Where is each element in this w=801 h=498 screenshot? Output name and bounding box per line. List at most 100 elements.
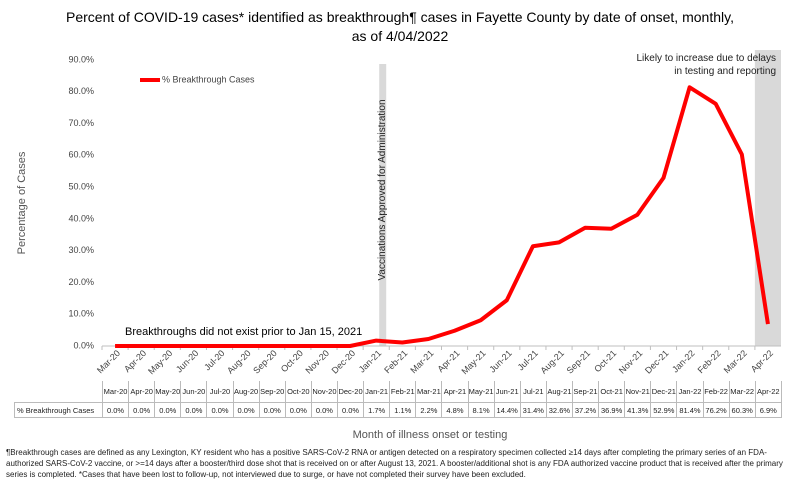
table-value: 1.1% [389,402,417,418]
x-tick-label: Dec-20 [330,348,358,376]
table-header: Jun-20 [180,381,208,403]
y-tick-label: 10.0% [68,309,94,319]
x-tick-label: Nov-21 [617,348,645,376]
table-header: Jul-20 [206,381,234,403]
x-tick-label: Mar-21 [408,348,435,375]
y-tick-label: 40.0% [68,213,94,223]
table-row-label: % Breakthrough Cases [14,402,103,418]
x-tick-label: Apr-20 [122,348,148,374]
table-header: Apr-21 [441,381,469,403]
table-value: 0.0% [336,402,365,418]
y-tick-label: 90.0% [68,54,94,64]
x-tick-label: Jan-21 [357,348,384,375]
table-header: May-20 [154,381,182,403]
x-tick-label: Mar-20 [95,348,122,375]
table-value: 81.4% [676,402,704,418]
x-tick-label: Jun-21 [487,348,514,375]
table-header: Sep-21 [571,381,600,403]
x-tick-label: Oct-20 [279,348,305,374]
table-header: Mar-22 [728,381,756,403]
table-header: Aug-20 [232,381,260,403]
table-header: Jul-21 [519,381,547,403]
table-value: 0.0% [128,402,156,418]
table-corner [15,381,103,403]
table-value: 1.7% [363,402,391,418]
vaccination-marker [379,64,387,346]
table-header: Nov-20 [310,381,338,403]
table-value: 6.9% [754,402,782,418]
table-header: Aug-21 [545,381,573,403]
x-tick-label: Nov-20 [303,348,331,376]
y-tick-label: 80.0% [68,86,94,96]
data-table: Mar-20 Apr-20 May-20 Jun-20 Jul-20 Aug-20 Sep-… [14,381,782,418]
incomplete-region [754,50,781,346]
y-tick-label: 30.0% [68,245,94,255]
table-value: 41.3% [624,402,652,418]
table-header: Sep-20 [258,381,286,403]
table-value: 2.2% [415,402,443,418]
annotation: Likely to increase due to delays in test… [636,53,776,77]
x-tick-label: Aug-21 [539,348,567,376]
table-value: 31.4% [519,402,547,418]
y-tick-label: 20.0% [68,277,94,287]
table-header: Mar-20 [101,381,130,403]
x-axis-title: Month of illness onset or testing [353,429,508,441]
table-header: Oct-20 [284,381,312,403]
table-value: 0.0% [284,402,312,418]
table-value: 0.0% [206,402,234,418]
x-tick-label: Jul-21 [516,348,540,372]
table-header: Oct-21 [598,381,626,403]
table-header: Apr-20 [128,381,156,403]
y-axis-title: Percentage of Cases [16,151,28,254]
x-tick-label: Jun-20 [174,348,201,375]
table-value: 52.9% [650,402,678,418]
x-tick-label: Feb-21 [382,348,409,375]
table-value: 0.0% [154,402,182,418]
table-value: 76.2% [702,402,730,418]
x-tick-label: Apr-22 [749,348,775,374]
x-tick-label: Feb-22 [696,348,723,375]
table-header: Feb-22 [702,381,730,403]
table-header: May-21 [467,381,495,403]
x-tick-label: Jan-22 [670,348,697,375]
annotation: Vaccinations Approved for Administration [377,99,388,280]
legend-label: % Breakthrough Cases [162,74,255,84]
table-header: Dec-21 [650,381,678,403]
x-tick-label: Sep-20 [251,348,279,376]
table-value: 4.8% [441,402,469,418]
x-tick-label: Sep-21 [565,348,593,376]
table-header: Apr-22 [754,381,782,403]
table-value: 0.0% [101,402,130,418]
chart-title: Percent of COVID-19 cases* identified as… [66,9,734,44]
x-tick-label: Dec-21 [643,348,671,376]
table-value: 37.2% [571,402,600,418]
footnote: ¶Breakthrough cases are defined as any L… [6,448,783,479]
table-header: Jan-21 [363,381,391,403]
table-header: Jan-22 [676,381,704,403]
x-tick-label: May-21 [459,348,487,376]
table-value: 36.9% [598,402,626,418]
y-tick-label: 50.0% [68,181,94,191]
table-header: Dec-20 [336,381,365,403]
annotation: Breakthroughs did not exist prior to Jan… [125,326,362,338]
x-tick-label: Aug-20 [225,348,253,376]
table-value: 0.0% [310,402,338,418]
table-header: Mar-21 [415,381,443,403]
table-header: Feb-21 [389,381,417,403]
data-line [115,85,770,348]
table-header: Nov-21 [624,381,652,403]
y-tick-label: 60.0% [68,150,94,160]
x-tick-label: Oct-21 [592,348,618,374]
x-tick-label: May-20 [146,348,174,376]
table-header: Jun-21 [493,381,521,403]
x-tick-label: Apr-21 [435,348,461,374]
table-value: 60.3% [728,402,756,418]
table-value: 0.0% [180,402,208,418]
table-value: 0.0% [258,402,286,418]
y-tick-label: 70.0% [68,118,94,128]
table-value: 32.6% [545,402,573,418]
table-value: 14.4% [493,402,521,418]
x-tick-label: Mar-22 [722,348,749,375]
y-tick-label: 0.0% [73,340,94,350]
